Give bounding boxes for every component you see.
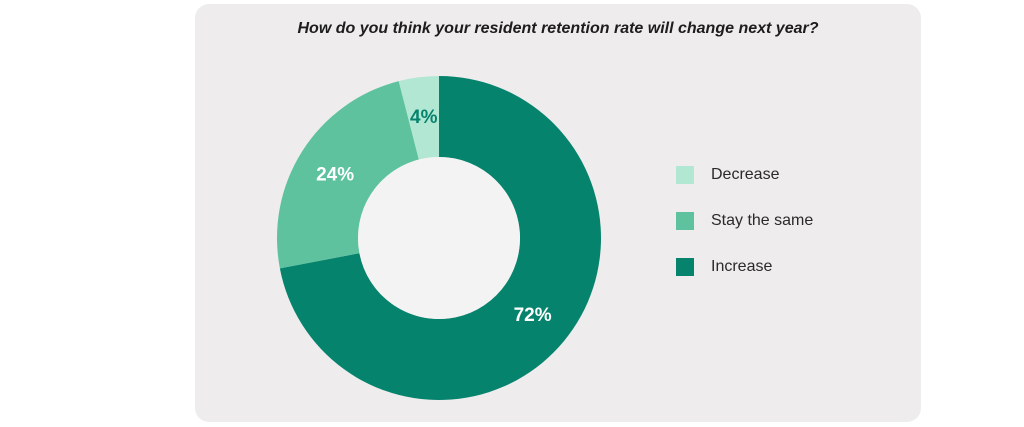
legend-label-decrease: Decrease <box>711 166 780 183</box>
chart-card: How do you think your resident retention… <box>195 4 921 422</box>
legend-swatch-decrease <box>676 166 694 184</box>
data-label-stay-the-same: 24% <box>316 164 354 185</box>
slice-decrease <box>398 76 439 160</box>
legend-label-stay-the-same: Stay the same <box>711 212 814 229</box>
chart-title: How do you think your resident retention… <box>297 20 819 37</box>
data-label-increase: 72% <box>514 305 552 326</box>
slice-increase <box>279 76 601 400</box>
legend-swatch-increase <box>676 258 694 276</box>
legend-label-increase: Increase <box>711 258 773 275</box>
data-label-decrease: 4% <box>410 107 438 128</box>
slice-stay-the-same <box>277 81 419 269</box>
donut-hole <box>358 157 520 319</box>
legend-swatch-stay-the-same <box>676 212 694 230</box>
donut-chart: 72% 24% 4% <box>277 76 601 400</box>
